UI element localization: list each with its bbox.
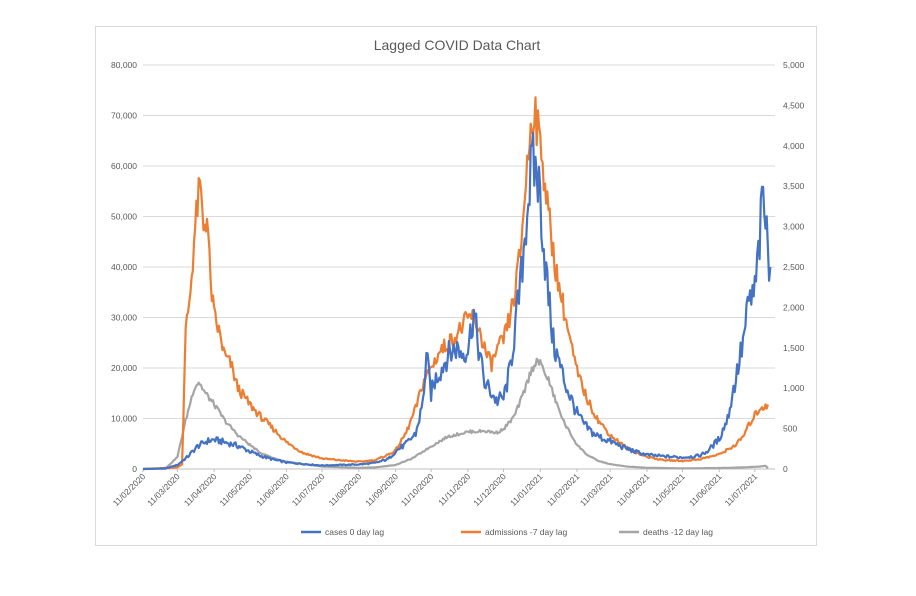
- y-left-tick-label: 40,000: [111, 262, 137, 272]
- y-left-tick-label: 20,000: [111, 363, 137, 373]
- y-right-tick-label: 4,500: [783, 100, 805, 110]
- x-tick-label: 11/06/2020: [254, 471, 291, 508]
- series-line-1: [142, 96, 769, 471]
- y-right-tick-label: 4,000: [783, 141, 805, 151]
- series-lines: [142, 96, 772, 471]
- y-right-tick-label: 5,000: [783, 60, 805, 70]
- x-tick-label: 11/07/2020: [290, 471, 327, 508]
- chart-title: Lagged COVID Data Chart: [374, 37, 541, 53]
- y-left-tick-label: 10,000: [111, 414, 137, 424]
- x-tick-label: 11/09/2020: [363, 471, 400, 508]
- legend-label-1: admissions -7 day lag: [485, 527, 567, 537]
- x-tick-label: 11/12/2020: [471, 471, 508, 508]
- y-left-tick-label: 70,000: [111, 111, 137, 121]
- legend-label-2: deaths -12 day lag: [643, 527, 713, 537]
- x-tick-label: 11/05/2020: [217, 471, 254, 508]
- x-tick-label: 11/08/2020: [327, 471, 364, 508]
- x-tick-label: 11/11/2020: [436, 471, 472, 507]
- x-tick-label: 11/04/2021: [615, 471, 652, 508]
- x-tick-label: 11/03/2020: [145, 471, 182, 508]
- x-tick-label: 11/10/2020: [399, 471, 436, 508]
- y-right-tick-label: 1,000: [783, 383, 805, 393]
- x-tick-label: 11/05/2021: [650, 471, 687, 508]
- x-tick-label: 11/04/2020: [182, 471, 219, 508]
- x-tick-label: 11/02/2020: [111, 471, 148, 508]
- gridlines: [143, 64, 775, 470]
- y-right-tick-label: 3,500: [783, 181, 805, 191]
- y-right-tick-label: 500: [783, 424, 797, 434]
- x-tick-label: 11/02/2021: [545, 471, 582, 508]
- legend-label-0: cases 0 day lag: [325, 527, 384, 537]
- y-left-tick-label: 0: [132, 464, 137, 474]
- y-right-tick-label: 3,000: [783, 222, 805, 232]
- y-left-tick-label: 80,000: [111, 60, 137, 70]
- y-right-tick-label: 1,500: [783, 343, 805, 353]
- y-left-tick-label: 50,000: [111, 212, 137, 222]
- legend: cases 0 day lag admissions -7 day lag deat…: [301, 527, 713, 537]
- chart-svg: Lagged COVID Data Chart 0 10,000 20,000 30,…: [111, 37, 805, 537]
- x-tick-label: 11/03/2021: [578, 471, 615, 508]
- series-line-2: [143, 357, 769, 471]
- chart-frame: Lagged COVID Data Chart 0 10,000 20,000 30,…: [95, 26, 817, 546]
- x-tick-label: 11/07/2021: [723, 471, 760, 508]
- y-left-tick-label: 60,000: [111, 161, 137, 171]
- y-right-tick-label: 2,000: [783, 302, 805, 312]
- y-right-tick-label: 2,500: [783, 262, 805, 272]
- series-line-0: [143, 131, 772, 471]
- x-tick-label: 11/06/2021: [687, 471, 724, 508]
- x-tick-label: 11/01/2021: [508, 471, 545, 508]
- y-right-tick-label: 0: [783, 464, 788, 474]
- y-left-tick-label: 30,000: [111, 313, 137, 323]
